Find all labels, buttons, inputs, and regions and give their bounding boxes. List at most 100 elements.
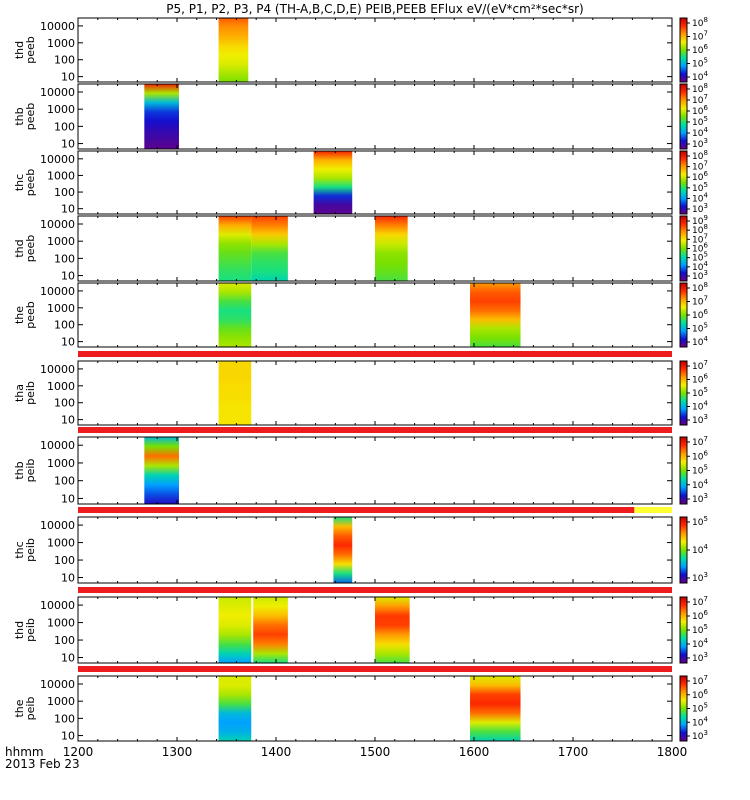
y-tick-label: 10 [61,730,75,743]
colorbar-tick-label: 104 [692,478,708,491]
colorbar-tick-label: 108 [692,16,708,29]
colorbar [679,436,688,505]
spectrogram-block [313,151,353,214]
spectrogram-block [218,283,252,347]
spectrogram-block [333,517,353,583]
y-axis-label: thepeib [13,697,37,721]
colorbar-tick-label: 106 [692,43,708,56]
colorbar-tick-label: 104 [692,715,708,728]
spectrogram-block [218,18,249,82]
colorbar [679,17,688,83]
y-tick-label: 10 [61,414,75,427]
colorbar-tick-label: 109 [692,214,708,227]
y-tick-label: 1000 [47,302,75,315]
y-tick-label: 1000 [47,457,75,470]
y-tick-label: 10000 [40,285,75,298]
status-bar-segment [78,507,635,513]
y-tick-label: 10 [61,138,75,151]
y-tick-label: 10000 [40,363,75,376]
y-tick-label: 10000 [40,20,75,33]
colorbar-tick-label: 106 [692,688,708,701]
y-tick-label: 100 [54,54,75,67]
y-tick-label: 1000 [47,380,75,393]
spectrogram-block [470,283,521,347]
x-tick-label: 1700 [558,745,589,759]
colorbar-tick-label: 104 [692,126,708,139]
colorbar-tick-label: 108 [692,223,708,236]
colorbar-tick-label: 104 [692,260,708,273]
spectrogram-block [218,676,252,741]
y-tick-label: 10000 [40,439,75,452]
colorbar-tick-label: 103 [692,729,708,742]
status-bar-segment [78,587,672,593]
spectrogram-block [144,84,179,149]
colorbar [679,596,688,664]
y-tick-label: 1000 [47,695,75,708]
panel-frame [77,675,673,742]
y-tick-label: 1000 [47,537,75,550]
colorbar-tick-label: 105 [692,251,708,264]
y-tick-label: 100 [54,397,75,410]
y-tick-label: 100 [54,475,75,488]
colorbar-tick-label: 107 [692,295,708,308]
colorbar-tick-label: 103 [692,492,708,505]
spectrogram-block [470,676,521,741]
y-tick-label: 100 [54,319,75,332]
x-tick-label: 1300 [162,745,193,759]
colorbar-tick-label: 104 [692,335,708,348]
spectrogram-block [375,216,408,281]
colorbar-tick-label: 104 [692,543,708,556]
x-axis-date: 2013 Feb 23 [5,757,80,771]
status-bar-segment [78,427,672,433]
y-tick-label: 100 [54,554,75,567]
panel-frame [77,360,673,426]
spectrogram-block [375,597,410,663]
colorbar-tick-label: 103 [692,571,708,584]
y-axis-label: thdpeib [13,618,37,642]
colorbar-tick-label: 107 [692,93,708,106]
colorbar-tick-label: 105 [692,702,708,715]
panel-frame [77,282,673,348]
colorbar-tick-label: 105 [692,623,708,636]
colorbar-tick-label: 105 [692,115,708,128]
y-tick-label: 1000 [47,103,75,116]
panels: 10100100010000thdpeeb1041051061071081010… [13,16,708,743]
y-tick-label: 1000 [47,617,75,630]
colorbar-tick-label: 106 [692,104,708,117]
y-tick-label: 1000 [47,235,75,248]
panel-frame [77,516,673,584]
colorbar-tick-label: 105 [692,386,708,399]
y-tick-label: 10 [61,203,75,216]
colorbar [679,150,688,215]
colorbar-tick-label: 103 [692,413,708,426]
colorbar-tick-label: 106 [692,609,708,622]
x-tick-label: 1800 [657,745,688,759]
panel-frame [77,150,673,215]
y-axis-label: thcpeib [13,538,37,562]
colorbar-tick-label: 106 [692,373,708,386]
x-tick-label: 1400 [261,745,292,759]
colorbar-tick-label: 107 [692,595,708,608]
y-tick-label: 10000 [40,218,75,231]
y-tick-label: 10000 [40,519,75,532]
colorbar-tick-label: 107 [692,674,708,687]
colorbar-tick-label: 104 [692,637,708,650]
y-axis-label: thapeib [13,381,37,405]
colorbar-tick-label: 104 [692,400,708,413]
y-tick-label: 10 [61,336,75,349]
status-bar-segment [78,666,672,672]
y-axis-label: thdpeeb [13,36,37,64]
y-tick-label: 10 [61,492,75,505]
x-tick-label: 1600 [459,745,490,759]
y-axis-label: thepeeb [13,301,37,329]
y-tick-label: 100 [54,712,75,725]
colorbar-tick-label: 105 [692,515,708,528]
colorbar-tick-label: 108 [692,281,708,294]
